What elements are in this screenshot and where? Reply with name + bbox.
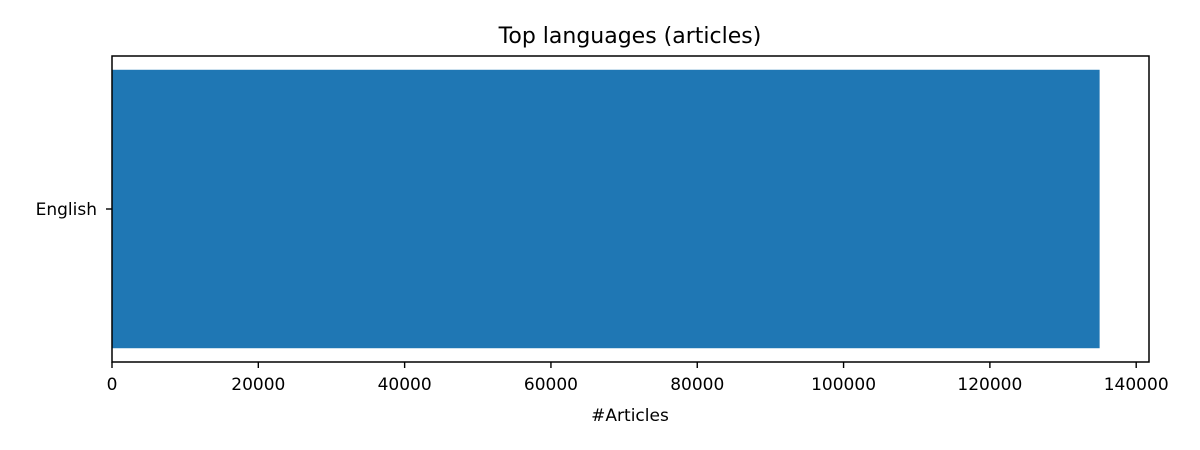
plot-area: English 0 20000 40000 60000 80000 100000 120000…	[36, 55, 1169, 395]
plot-frame	[111, 55, 1150, 363]
x-tick-label: 60000	[524, 375, 578, 395]
x-tick-label: 100000	[811, 375, 876, 395]
x-tick-label: 40000	[378, 375, 432, 395]
ticks-layer: English 0 20000 40000 60000 80000 100000 120000…	[36, 200, 1169, 395]
x-tick-label: 20000	[231, 375, 285, 395]
x-tick-label: 0	[107, 375, 118, 395]
chart-title: Top languages (articles)	[498, 24, 762, 49]
y-category-label: English	[36, 200, 97, 220]
bar-english	[112, 69, 1100, 349]
bars-layer	[112, 69, 1100, 349]
x-tick-label: 140000	[1104, 375, 1169, 395]
x-axis-label: #Articles	[591, 406, 669, 426]
x-tick-label: 80000	[670, 375, 724, 395]
x-tick-label: 120000	[957, 375, 1022, 395]
